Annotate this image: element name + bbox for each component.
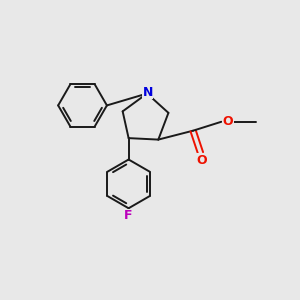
- Text: O: O: [223, 115, 233, 128]
- Text: F: F: [124, 209, 133, 222]
- Text: N: N: [142, 85, 153, 98]
- Text: O: O: [196, 154, 207, 167]
